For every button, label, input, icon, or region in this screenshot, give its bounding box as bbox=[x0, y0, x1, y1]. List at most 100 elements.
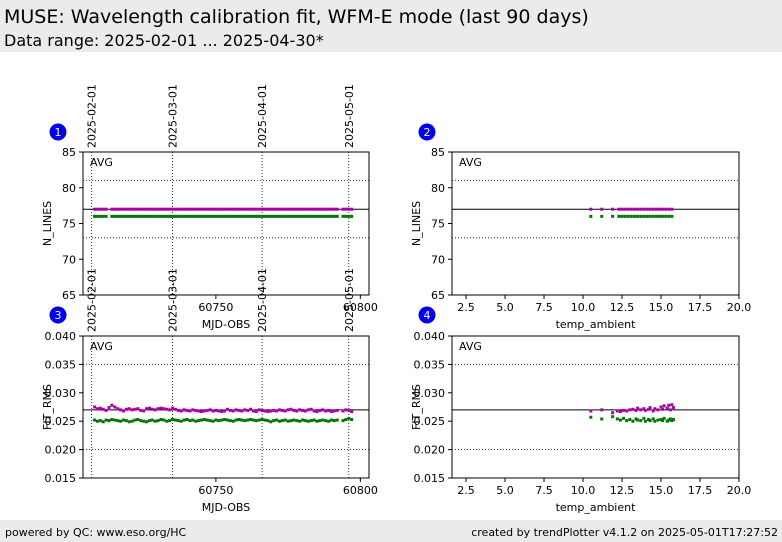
data-point bbox=[632, 207, 636, 211]
x-tick-label: 12.5 bbox=[610, 301, 635, 314]
data-point bbox=[283, 418, 287, 422]
panel-number-badge bbox=[49, 306, 67, 324]
data-point bbox=[182, 214, 186, 218]
x-axis-label: temp_ambient bbox=[556, 501, 637, 514]
data-point bbox=[168, 419, 172, 423]
data-point bbox=[133, 407, 137, 411]
data-point bbox=[295, 409, 299, 413]
data-point bbox=[639, 408, 643, 412]
data-point bbox=[341, 409, 345, 413]
data-point bbox=[631, 407, 635, 411]
data-point bbox=[179, 419, 183, 423]
data-point bbox=[668, 408, 672, 412]
data-point bbox=[153, 419, 157, 423]
x-tick-label: 10.0 bbox=[571, 301, 596, 314]
y-tick-label: 85 bbox=[431, 146, 445, 159]
data-point bbox=[301, 418, 305, 422]
data-point bbox=[312, 214, 316, 218]
y-tick-label: 0.035 bbox=[414, 358, 446, 371]
data-point bbox=[335, 418, 339, 422]
data-point bbox=[350, 410, 354, 414]
data-point bbox=[295, 419, 299, 423]
data-point bbox=[194, 419, 198, 423]
data-point bbox=[266, 410, 270, 414]
data-point bbox=[240, 207, 244, 211]
data-point bbox=[182, 207, 186, 211]
data-point bbox=[165, 214, 169, 218]
data-point bbox=[162, 407, 166, 411]
page-subtitle: Data range: 2025-02-01 ... 2025-04-30* bbox=[4, 31, 324, 50]
data-point bbox=[119, 408, 123, 412]
data-point bbox=[642, 207, 646, 211]
data-point bbox=[113, 207, 117, 211]
data-point bbox=[292, 214, 296, 218]
data-point bbox=[315, 214, 319, 218]
data-point bbox=[179, 207, 183, 211]
data-point bbox=[303, 409, 307, 413]
data-point bbox=[321, 214, 325, 218]
data-point bbox=[228, 419, 232, 423]
data-point bbox=[665, 406, 669, 410]
x-tick-label: 60750 bbox=[198, 484, 233, 497]
data-point bbox=[185, 408, 189, 412]
data-point bbox=[277, 419, 281, 423]
data-point bbox=[208, 419, 212, 423]
data-point bbox=[199, 207, 203, 211]
data-point bbox=[260, 207, 264, 211]
data-point bbox=[306, 419, 310, 423]
data-point bbox=[350, 214, 354, 218]
data-point bbox=[611, 214, 615, 218]
date-marker-label: 2025-02-01 bbox=[86, 84, 99, 148]
data-point bbox=[295, 214, 299, 218]
data-point bbox=[657, 207, 661, 211]
data-point bbox=[225, 214, 229, 218]
data-point bbox=[214, 408, 218, 412]
data-point bbox=[643, 408, 647, 412]
data-point bbox=[600, 214, 604, 218]
data-point bbox=[124, 407, 128, 411]
data-point bbox=[661, 419, 665, 423]
data-point bbox=[280, 419, 284, 423]
data-point bbox=[632, 214, 636, 218]
data-point bbox=[289, 207, 293, 211]
data-point bbox=[205, 214, 209, 218]
data-point bbox=[298, 207, 302, 211]
data-point bbox=[130, 419, 134, 423]
data-point bbox=[130, 214, 134, 218]
date-marker-label: 2025-02-01 bbox=[86, 268, 99, 332]
data-point bbox=[269, 409, 273, 413]
data-point bbox=[116, 419, 120, 423]
data-point bbox=[303, 419, 307, 423]
data-point bbox=[615, 417, 619, 421]
data-point bbox=[188, 409, 192, 413]
data-point bbox=[171, 214, 175, 218]
data-point bbox=[344, 408, 348, 412]
data-point bbox=[113, 418, 117, 422]
data-point bbox=[249, 214, 253, 218]
data-point bbox=[272, 408, 276, 412]
y-tick-label: 0.035 bbox=[45, 358, 77, 371]
data-point bbox=[116, 407, 120, 411]
data-point bbox=[321, 408, 325, 412]
data-point bbox=[347, 207, 351, 211]
data-point bbox=[220, 207, 224, 211]
date-marker-label: 2025-05-01 bbox=[343, 268, 356, 332]
data-point bbox=[280, 207, 284, 211]
data-point bbox=[667, 418, 671, 422]
data-point bbox=[211, 409, 215, 413]
x-axis-label: MJD-OBS bbox=[202, 501, 250, 514]
data-point bbox=[634, 417, 638, 421]
panel-number-label: 4 bbox=[424, 309, 431, 322]
data-point bbox=[665, 419, 669, 423]
data-point bbox=[185, 207, 189, 211]
data-point bbox=[194, 214, 198, 218]
data-point bbox=[145, 207, 149, 211]
data-point bbox=[280, 408, 284, 412]
data-point bbox=[127, 420, 131, 424]
data-point bbox=[651, 214, 655, 218]
data-point bbox=[600, 207, 604, 211]
data-point bbox=[205, 207, 209, 211]
data-point bbox=[228, 408, 232, 412]
data-point bbox=[171, 417, 175, 421]
y-tick-label: 80 bbox=[62, 182, 76, 195]
